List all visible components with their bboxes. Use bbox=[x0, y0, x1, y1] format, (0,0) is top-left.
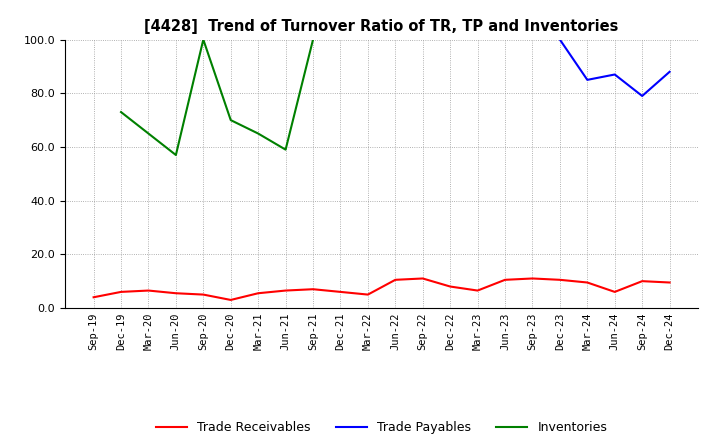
Trade Receivables bbox=[665, 280, 674, 285]
Trade Receivables bbox=[473, 288, 482, 293]
Trade Receivables bbox=[638, 279, 647, 284]
Trade Payables bbox=[665, 69, 674, 74]
Inventories bbox=[282, 147, 290, 152]
Trade Receivables bbox=[364, 292, 372, 297]
Trade Payables bbox=[583, 77, 592, 82]
Trade Receivables bbox=[254, 290, 263, 296]
Trade Payables bbox=[611, 72, 619, 77]
Title: [4428]  Trend of Turnover Ratio of TR, TP and Inventories: [4428] Trend of Turnover Ratio of TR, TP… bbox=[145, 19, 618, 34]
Inventories bbox=[144, 131, 153, 136]
Trade Payables bbox=[638, 93, 647, 99]
Trade Receivables bbox=[391, 277, 400, 282]
Inventories bbox=[309, 37, 318, 42]
Line: Trade Receivables: Trade Receivables bbox=[94, 279, 670, 300]
Line: Inventories: Inventories bbox=[121, 40, 313, 155]
Trade Receivables bbox=[528, 276, 537, 281]
Inventories bbox=[117, 110, 125, 115]
Trade Receivables bbox=[117, 289, 125, 294]
Trade Receivables bbox=[611, 289, 619, 294]
Line: Trade Payables: Trade Payables bbox=[560, 40, 670, 96]
Trade Receivables bbox=[199, 292, 207, 297]
Legend: Trade Receivables, Trade Payables, Inventories: Trade Receivables, Trade Payables, Inven… bbox=[151, 416, 612, 439]
Trade Receivables bbox=[171, 290, 180, 296]
Trade Payables bbox=[556, 37, 564, 42]
Inventories bbox=[199, 37, 207, 42]
Trade Receivables bbox=[446, 284, 454, 289]
Trade Receivables bbox=[226, 297, 235, 303]
Inventories bbox=[171, 152, 180, 158]
Inventories bbox=[254, 131, 263, 136]
Trade Receivables bbox=[144, 288, 153, 293]
Trade Receivables bbox=[282, 288, 290, 293]
Trade Receivables bbox=[500, 277, 509, 282]
Trade Receivables bbox=[309, 286, 318, 292]
Trade Receivables bbox=[556, 277, 564, 282]
Trade Receivables bbox=[336, 289, 345, 294]
Trade Receivables bbox=[418, 276, 427, 281]
Trade Receivables bbox=[89, 295, 98, 300]
Inventories bbox=[226, 117, 235, 123]
Trade Receivables bbox=[583, 280, 592, 285]
